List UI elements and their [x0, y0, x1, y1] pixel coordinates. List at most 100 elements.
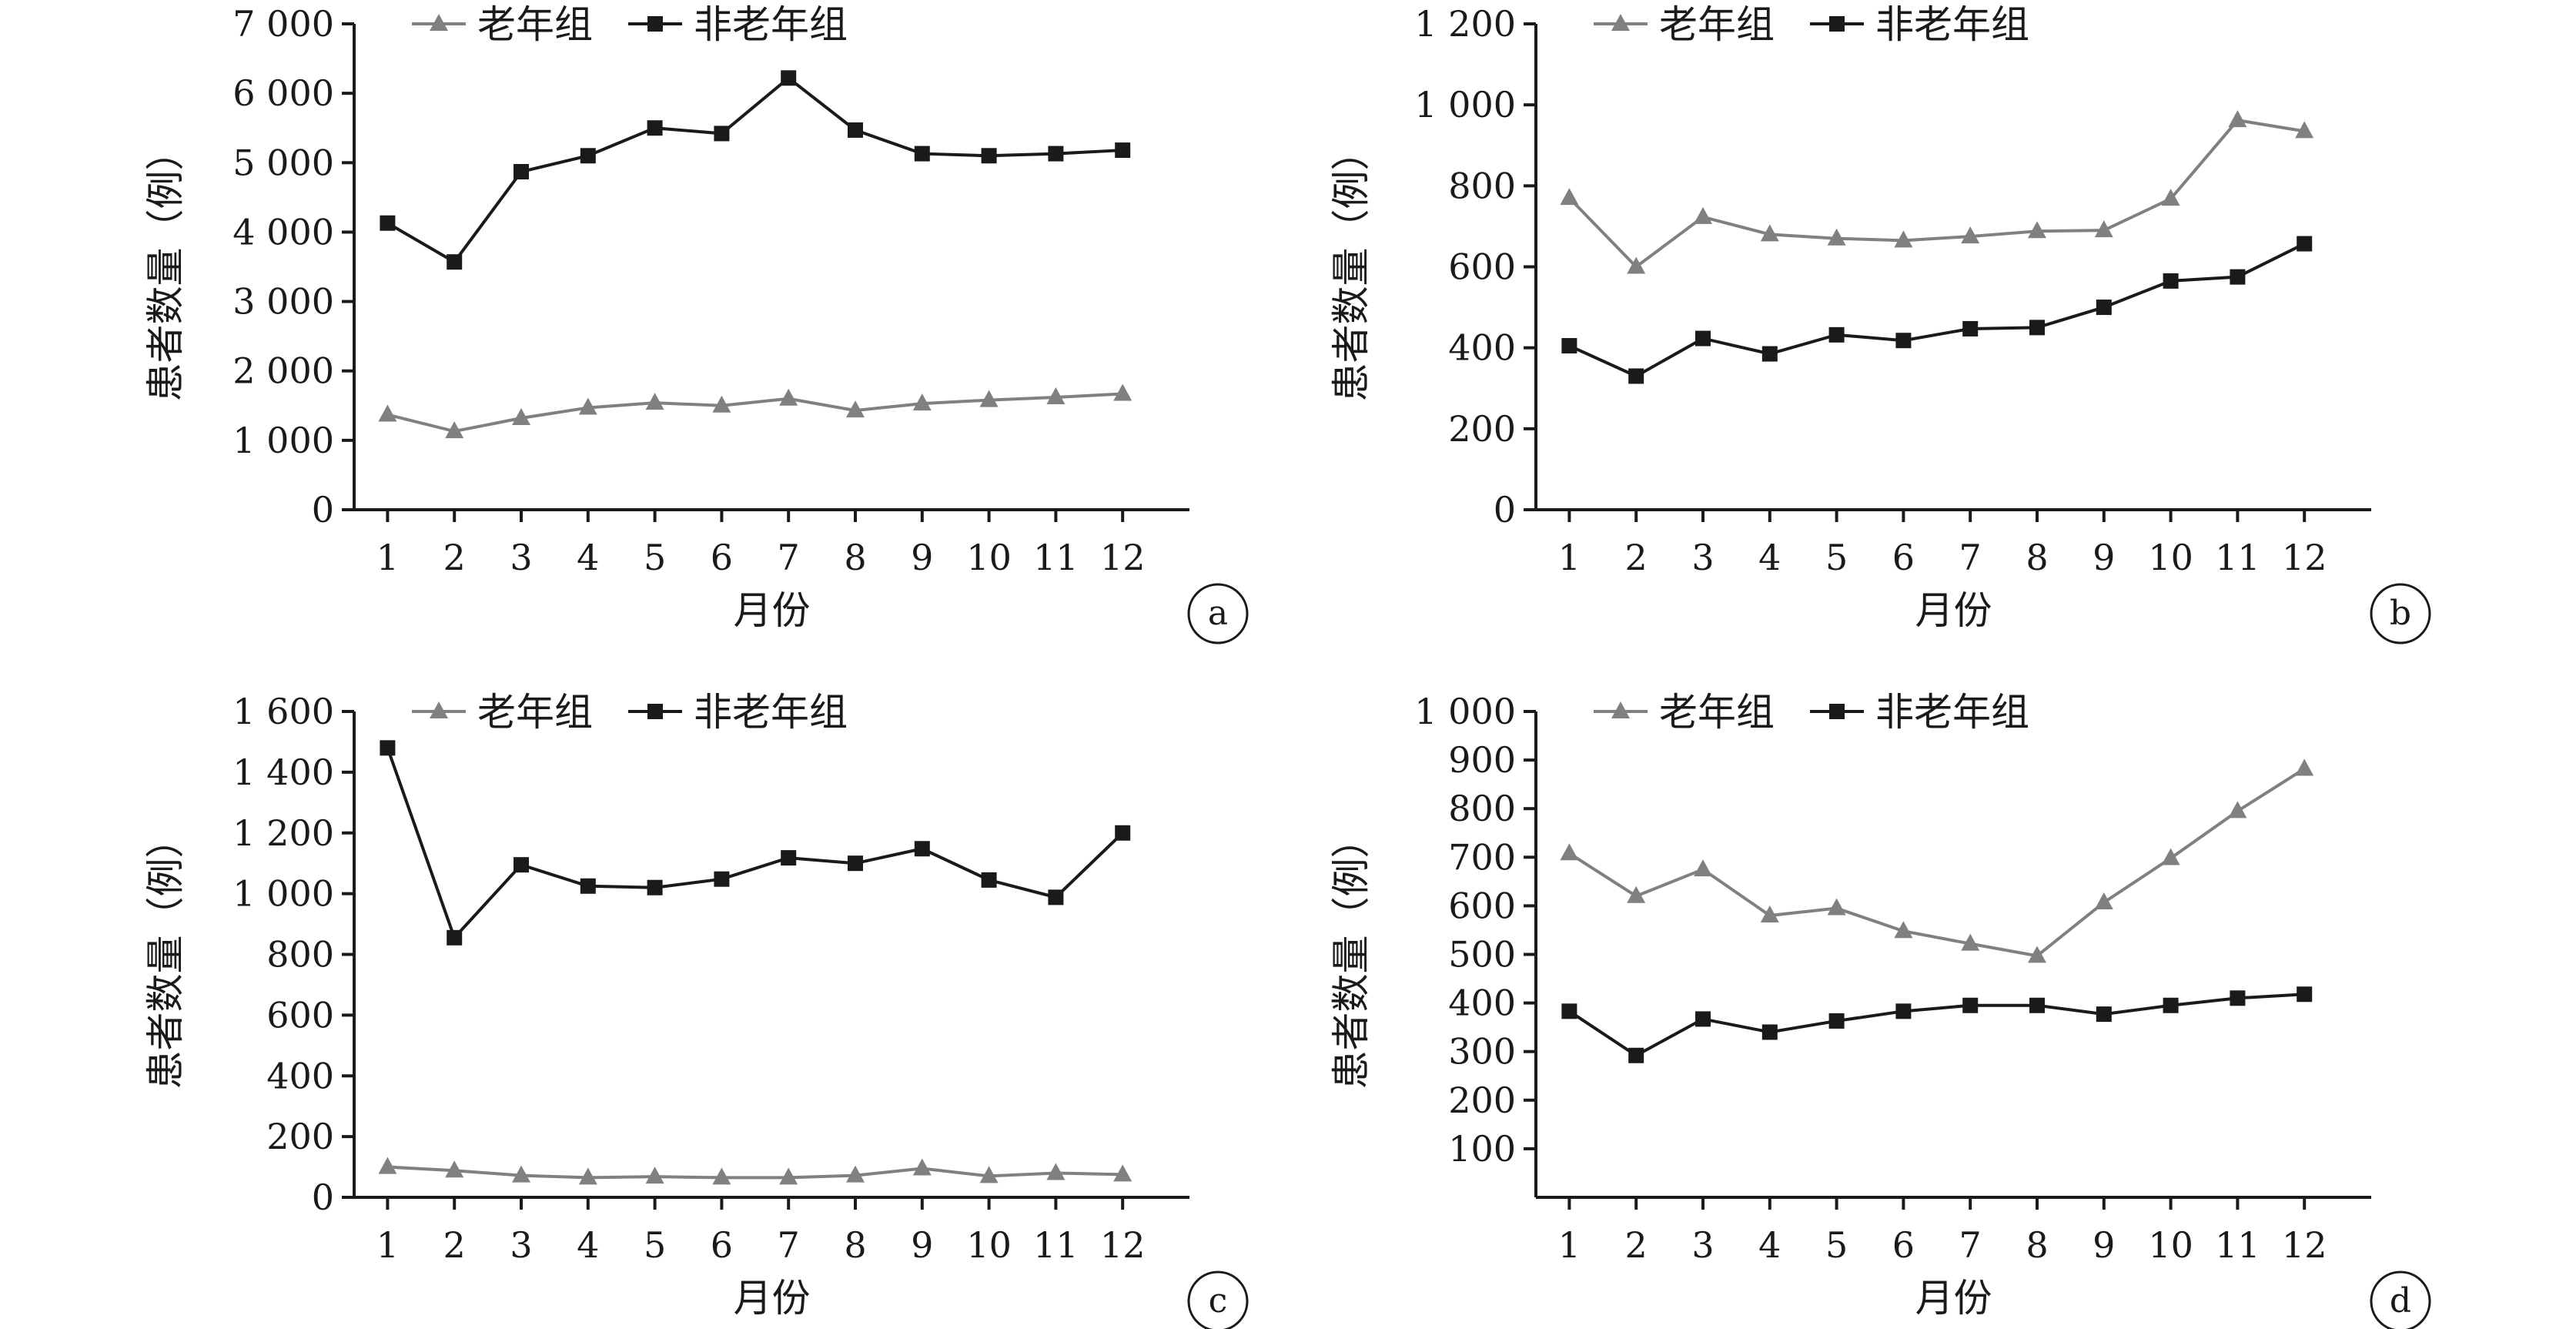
data-point-triangle	[1113, 1164, 1132, 1182]
data-point-triangle	[1560, 188, 1579, 206]
data-point-triangle	[445, 1160, 464, 1178]
x-tick-label: 8	[2026, 1224, 2048, 1266]
x-tick-label: 7	[778, 537, 800, 578]
x-tick-label: 9	[911, 537, 933, 578]
legend-item: 非老年组	[628, 2, 848, 47]
legend-item: 老年组	[412, 690, 593, 735]
x-tick-label: 12	[1100, 1224, 1146, 1266]
data-point-triangle	[1694, 206, 1712, 224]
x-tick-label: 7	[1959, 1224, 1982, 1266]
x-tick-label: 8	[844, 1224, 866, 1266]
data-point-triangle	[1827, 898, 1846, 916]
y-tick-label: 700	[1448, 836, 1516, 878]
panel-label-circle	[1187, 583, 1249, 644]
x-tick-label: 12	[2282, 537, 2327, 578]
y-tick-label: 200	[1448, 1080, 1516, 1121]
x-tick-label: 9	[911, 1224, 933, 1266]
data-point-triangle	[1560, 843, 1579, 861]
y-tick-label: 600	[266, 994, 334, 1036]
data-point-triangle	[2161, 848, 2180, 865]
data-point-square	[1962, 320, 1979, 336]
data-point-triangle	[846, 1165, 865, 1183]
x-tick-label: 4	[577, 537, 599, 578]
data-point-triangle	[1627, 885, 1646, 903]
data-point-triangle	[445, 421, 464, 439]
y-tick-label: 0	[312, 489, 334, 531]
x-tick-label: 11	[1033, 537, 1079, 578]
data-point-square	[580, 878, 596, 894]
y-tick-label: 6 000	[233, 72, 334, 114]
data-point-triangle	[979, 390, 999, 407]
series-line	[386, 392, 1123, 434]
data-point-square	[2163, 273, 2179, 289]
legend-label: 非老年组	[694, 690, 848, 735]
y-tick-label: 100	[1448, 1128, 1516, 1170]
x-tick-label: 4	[1758, 1224, 1781, 1266]
data-point-square	[1962, 997, 1979, 1013]
data-point-square	[1828, 326, 1845, 343]
x-tick-label: 1	[376, 537, 399, 578]
series-elderly	[378, 1157, 1132, 1185]
y-tick-label: 5 000	[233, 142, 334, 183]
data-point-square	[1895, 333, 1912, 349]
legend-label: 非老年组	[1875, 2, 2029, 47]
data-point-square	[1628, 1047, 1644, 1063]
y-tick-label: 400	[266, 1055, 334, 1096]
data-point-triangle	[512, 408, 530, 426]
series-non-elderly	[380, 740, 1131, 946]
y-tick-label: 1 000	[233, 873, 334, 915]
data-point-triangle	[2228, 110, 2247, 128]
legend-marker-square	[647, 16, 663, 32]
x-tick-label: 11	[2215, 1224, 2260, 1266]
legend-label: 老年组	[1659, 2, 1775, 47]
legend: 老年组 非老年组	[1594, 690, 2029, 735]
y-tick-label: 1 600	[233, 691, 334, 732]
series-line	[1568, 242, 2306, 378]
data-point-triangle	[378, 404, 397, 422]
y-tick-label: 400	[1448, 327, 1516, 369]
data-point-triangle	[2295, 121, 2314, 139]
legend: 老年组 非老年组	[412, 2, 848, 47]
y-tick-label: 500	[1448, 934, 1516, 976]
data-point-triangle	[1894, 230, 1913, 248]
x-tick-label: 10	[966, 1224, 1012, 1266]
data-point-triangle	[2228, 801, 2247, 818]
data-point-triangle	[779, 1167, 798, 1185]
x-tick-label: 10	[966, 537, 1012, 578]
data-point-square	[1761, 346, 1778, 362]
y-tick-label: 1 000	[1414, 691, 1516, 732]
x-tick-label: 2	[443, 537, 466, 578]
legend-marker-triangle	[430, 14, 448, 31]
y-tick-label: 0	[1494, 489, 1516, 531]
data-point-square	[914, 841, 930, 857]
data-point-square	[2230, 990, 2246, 1006]
data-point-square	[647, 879, 663, 895]
x-tick-label: 5	[644, 537, 666, 578]
panel-label-circle	[2370, 583, 2431, 644]
y-tick-label: 4 000	[233, 211, 334, 253]
data-point-square	[447, 929, 463, 946]
data-point-triangle	[846, 400, 865, 418]
x-tick-label: 2	[1625, 1224, 1648, 1266]
x-tick-label: 4	[1758, 537, 1781, 578]
x-tick-label: 10	[2148, 537, 2193, 578]
x-tick-label: 12	[1100, 537, 1146, 578]
data-point-square	[848, 122, 863, 138]
series-non-elderly	[1561, 986, 2313, 1063]
legend-marker-square	[1829, 704, 1845, 719]
x-tick-label: 8	[844, 537, 866, 578]
x-tick-label: 5	[644, 1224, 666, 1266]
y-tick-label: 0	[312, 1177, 334, 1218]
x-tick-label: 4	[577, 1224, 599, 1266]
x-tick-label: 6	[1892, 537, 1915, 578]
y-axis-title: 患者数量（例）	[1329, 132, 1373, 402]
data-point-square	[2297, 236, 2313, 252]
y-tick-label: 1 000	[1414, 84, 1516, 126]
x-tick-label: 3	[510, 537, 532, 578]
x-axis-title: 月份	[1915, 1276, 1992, 1321]
data-point-square	[514, 857, 529, 873]
x-tick-label: 9	[2093, 1224, 2115, 1266]
